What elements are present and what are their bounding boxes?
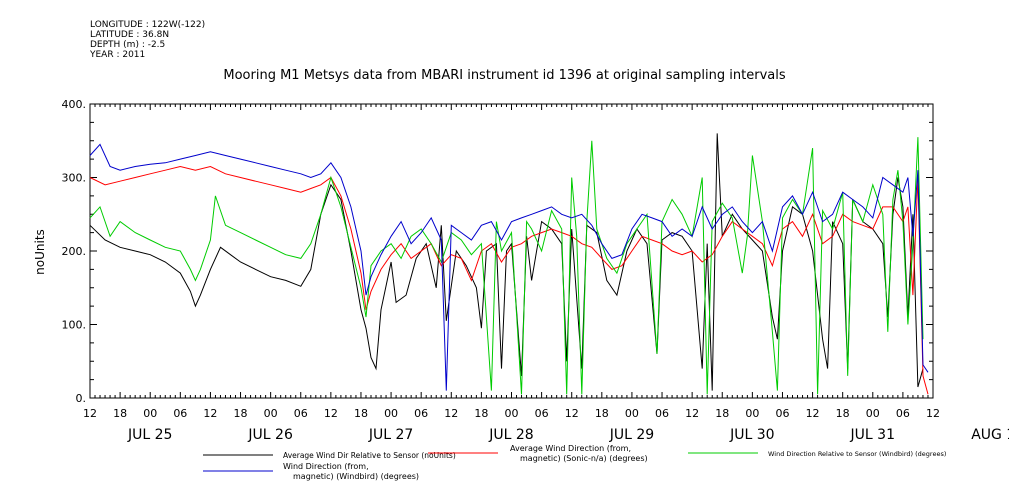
x-hour-label: 12 bbox=[203, 407, 217, 420]
x-hour-label: 00 bbox=[143, 407, 157, 420]
y-tick-label: 200. bbox=[62, 245, 87, 258]
series-line-1 bbox=[89, 133, 924, 391]
y-tick-label: 100. bbox=[62, 319, 87, 332]
x-hour-label: 00 bbox=[505, 407, 519, 420]
x-hour-label: 12 bbox=[444, 407, 458, 420]
year-label: YEAR : 2011 bbox=[90, 50, 146, 60]
legend-label-line: magnetic) (Windbird) (degrees) bbox=[293, 472, 419, 481]
x-day-label: JUL 27 bbox=[368, 427, 413, 443]
legend-label-line: magnetic) (Sonic-n/a) (degrees) bbox=[520, 454, 648, 463]
x-hour-label: 06 bbox=[896, 407, 910, 420]
legend-label-3: Wind Direction Relative to Sensor (Windb… bbox=[768, 450, 946, 458]
x-day-label: JUL 28 bbox=[488, 427, 533, 443]
x-hour-label: 06 bbox=[655, 407, 669, 420]
legend-label-line: Wind Direction (from, bbox=[283, 462, 369, 471]
x-hour-label: 00 bbox=[745, 407, 759, 420]
series-group bbox=[89, 133, 929, 395]
latitude-label: LATITUDE : 36.8N bbox=[90, 30, 170, 40]
x-day-label: JUL 26 bbox=[247, 427, 293, 443]
plot-frame bbox=[89, 103, 934, 399]
series-line-2 bbox=[89, 165, 929, 395]
x-hour-label: 06 bbox=[535, 407, 549, 420]
x-day-label: JUL 29 bbox=[609, 427, 654, 443]
x-hour-label: 00 bbox=[264, 407, 278, 420]
x-hour-label: 12 bbox=[806, 407, 820, 420]
x-hour-label: 06 bbox=[294, 407, 308, 420]
x-hour-label: 00 bbox=[625, 407, 639, 420]
x-hour-label: 18 bbox=[595, 407, 609, 420]
y-tick-label: 400. bbox=[62, 98, 87, 111]
x-hour-label: 18 bbox=[836, 407, 850, 420]
x-hour-label: 06 bbox=[414, 407, 428, 420]
x-hour-label: 12 bbox=[685, 407, 699, 420]
x-hour-label: 12 bbox=[926, 407, 940, 420]
x-hour-label: 18 bbox=[234, 407, 248, 420]
y-tick-label: 0. bbox=[76, 392, 87, 405]
x-hour-label: 18 bbox=[354, 407, 368, 420]
legend: Average Wind Dir Relative to Sensor (noU… bbox=[203, 444, 946, 481]
longitude-label: LONGITUDE : 122W(-122) bbox=[90, 20, 206, 30]
legend-label-1: Average Wind Dir Relative to Sensor (noU… bbox=[283, 451, 456, 460]
x-day-label: JUL 31 bbox=[850, 427, 895, 443]
x-hour-label: 12 bbox=[324, 407, 338, 420]
x-hour-label: 00 bbox=[866, 407, 880, 420]
y-axis-label: noUnits bbox=[33, 229, 47, 275]
series-line-4 bbox=[89, 143, 929, 391]
x-day-label: JUL 30 bbox=[729, 427, 774, 443]
x-day-label: AUG 1 bbox=[971, 427, 1009, 443]
series-line-3 bbox=[89, 137, 924, 395]
x-hour-label: 18 bbox=[113, 407, 127, 420]
x-hour-label: 12 bbox=[83, 407, 97, 420]
x-hour-label: 12 bbox=[565, 407, 579, 420]
x-day-label: JUL 25 bbox=[127, 427, 172, 443]
legend-label-2: Average Wind Direction (from, magnetic) (… bbox=[510, 444, 648, 463]
metadata-block: LONGITUDE : 122W(-122) LATITUDE : 36.8N … bbox=[90, 20, 205, 60]
chart-title: Mooring M1 Metsys data from MBARI instru… bbox=[223, 68, 786, 83]
axes-group: 0. 100. 200. 300. 400. 12 18 00 06 12 18 00 06 12 18 00… bbox=[62, 98, 1009, 443]
legend-label-line: Average Wind Direction (from, bbox=[510, 444, 631, 453]
x-hour-label: 00 bbox=[384, 407, 398, 420]
x-hour-label: 18 bbox=[715, 407, 729, 420]
x-hour-label: 06 bbox=[173, 407, 187, 420]
legend-label-4: Wind Direction (from, magnetic) (Windbird… bbox=[283, 462, 419, 481]
x-hour-label: 06 bbox=[775, 407, 789, 420]
x-hour-label: 18 bbox=[474, 407, 488, 420]
y-tick-label: 300. bbox=[62, 172, 87, 185]
depth-label: DEPTH (m) : -2.5 bbox=[90, 40, 166, 50]
